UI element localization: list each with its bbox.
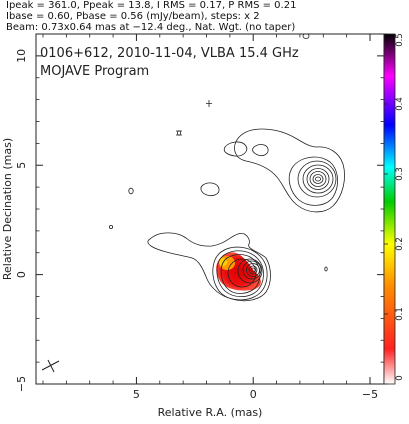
contour-isolated-4 [302, 34, 310, 39]
contour-outer-1 [147, 232, 271, 302]
core-contours [212, 246, 268, 301]
contour-blob-2 [252, 144, 269, 157]
x-axis-label: Relative R.A. (mas) [158, 406, 263, 419]
y-tick-label: 0 [15, 271, 28, 278]
contour-isolated-2 [176, 130, 181, 136]
colorbar-ticks: 0 0.1 0.2 0.3 0.4 0.5 [384, 33, 405, 385]
colorbar [383, 33, 396, 385]
plot-frame [35, 33, 385, 385]
beam-ellipse [41, 359, 60, 373]
negative-contour-mark [206, 100, 212, 107]
colorbar-tick-label: 0 [395, 375, 405, 380]
colorbar-tick-label: 0.3 [395, 167, 405, 181]
chart-title: 0106+612, 2010-11-04, VLBA 15.4 GHz [40, 46, 299, 61]
header-line-1: Ipeak = 361.0, Ppeak = 13.8, I RMS = 0.1… [6, 0, 297, 11]
negative-contour-mark-2 [176, 130, 182, 136]
y-axis-ticks: 10 5 0 −5 [15, 33, 384, 392]
colorbar-tick-label: 0.2 [395, 237, 405, 251]
contour-blob-1 [223, 141, 248, 157]
colorbar-tick-label: 0.4 [395, 97, 405, 111]
contour-outer-2 [234, 128, 345, 213]
y-axis-label: Relative Decination (mas) [1, 138, 14, 280]
contour-isolated-1 [128, 187, 134, 195]
x-tick-label: 0 [250, 388, 257, 401]
y-tick-label: −5 [15, 376, 28, 392]
contour-blob-3 [200, 182, 220, 197]
emission-layer [109, 34, 345, 302]
header-line-3: Beam: 0.73x0.64 mas at −12.4 deg., Nat. … [6, 22, 296, 33]
x-axis-ticks: 5 0 −5 [42, 34, 378, 401]
x-tick-label: −5 [362, 388, 378, 401]
contour-isolated-5 [324, 266, 328, 272]
jet-knot-contours [288, 156, 338, 206]
header-line-2: Ibase = 0.60, Pbase = 0.56 (mJy/beam), s… [6, 11, 260, 22]
colorbar-tick-label: 0.5 [395, 33, 405, 47]
y-tick-label: 5 [15, 162, 28, 169]
colorbar-tick-label: 0.1 [395, 307, 405, 321]
y-tick-label: 10 [15, 49, 28, 63]
x-tick-label: 5 [133, 388, 140, 401]
chart-subtitle: MOJAVE Program [40, 64, 149, 79]
contour-isolated-3 [109, 224, 114, 229]
